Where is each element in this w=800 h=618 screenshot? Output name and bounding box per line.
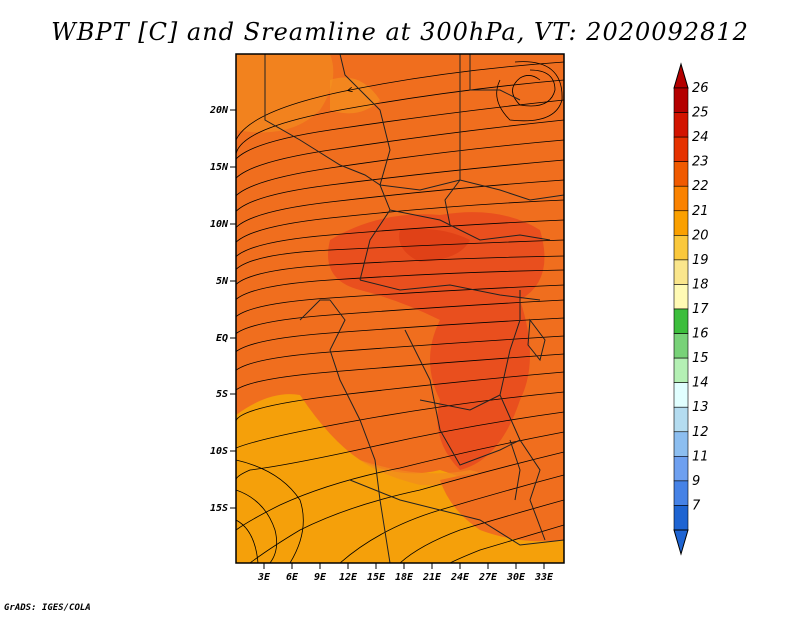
colorbar-label: 19 [692, 253, 709, 268]
lat-label: EQ [216, 333, 228, 344]
field-northwest-light [236, 54, 334, 133]
colorbar-label: 23 [692, 155, 709, 170]
colorbar-swatch [673, 87, 689, 113]
lat-label: 10N [210, 219, 229, 230]
colorbar-label: 11 [692, 449, 709, 464]
colorbar-label: 25 [692, 106, 709, 121]
lat-label: 20N [209, 105, 229, 116]
lon-label: 9E [314, 572, 327, 583]
colorbar-label: 17 [692, 302, 709, 317]
colorbar-label: 24 [692, 130, 709, 145]
grads-credit: GrADS: IGES/COLA [4, 603, 91, 613]
colorbar-swatch [673, 259, 689, 285]
colorbar-label: 26 [692, 81, 709, 96]
colorbar-swatch [673, 406, 689, 433]
lat-label: 15S [210, 503, 228, 514]
colorbar-label: 15 [692, 351, 709, 366]
map-frame [235, 53, 565, 564]
colorbar-swatch [673, 136, 689, 162]
lon-label: 18E [395, 572, 414, 583]
colorbar-top-arrow [673, 62, 689, 89]
colorbar-swatch [673, 210, 689, 236]
colorbar-swatch [673, 235, 689, 261]
colorbar-label: 13 [692, 400, 709, 415]
colorbar-swatch [673, 382, 689, 408]
colorbar-label: 20 [692, 228, 709, 243]
lon-label: 24E [450, 572, 470, 583]
lon-label: 15E [367, 572, 386, 583]
lon-label: 21E [422, 572, 442, 583]
colorbar-label: 9 [692, 474, 700, 489]
lat-label: 10S [210, 446, 228, 457]
colorbar-swatch [673, 333, 689, 359]
lon-label: 27E [478, 572, 498, 583]
colorbar-label: 14 [692, 376, 709, 391]
lat-label: 15N [210, 162, 229, 173]
colorbar-label: 18 [692, 277, 709, 292]
colorbar-swatch [673, 112, 689, 138]
colorbar-label: 12 [692, 425, 709, 440]
colorbar-swatch [673, 357, 689, 383]
field-southeast-warm [440, 465, 564, 542]
lon-label: 12E [339, 572, 358, 583]
lat-axis: 20N 15N 10N 5N EQ 5S 10S 15S [209, 105, 236, 514]
colorbar-bottom-arrow [673, 529, 689, 556]
colorbar-swatch [673, 431, 689, 457]
lon-label: 33E [534, 572, 554, 583]
colorbar-swatch [673, 185, 689, 212]
colorbar-label: 21 [692, 204, 709, 219]
colorbar: 26 25 24 23 22 21 20 19 18 17 16 15 14 13 12 11 9 7 [673, 62, 709, 556]
lon-label: 6E [286, 572, 299, 583]
colorbar-label: 7 [692, 498, 701, 513]
field-south-mid [360, 460, 564, 520]
country-boundaries [264, 54, 564, 563]
lon-axis: 3E 6E 9E 12E 15E 18E 21E 24E 27E 30E 33E [257, 563, 554, 583]
lat-label: 5S [216, 389, 228, 400]
colorbar-swatch [673, 480, 689, 506]
lon-label: 30E [506, 572, 526, 583]
colorbar-swatch [673, 161, 689, 187]
chart-title: WBPT [C] and Sreamline at 300hPa, VT: 20… [51, 18, 749, 46]
colorbar-label: 22 [692, 179, 709, 194]
colorbar-label: 16 [692, 327, 709, 342]
colorbar-swatch [673, 308, 689, 334]
colorbar-swatch [673, 456, 689, 482]
lat-label: 5N [216, 276, 229, 287]
lon-label: 3E [257, 572, 271, 583]
map-plot-area [236, 54, 564, 563]
colorbar-swatch [673, 284, 689, 310]
colorbar-swatch [673, 505, 689, 531]
